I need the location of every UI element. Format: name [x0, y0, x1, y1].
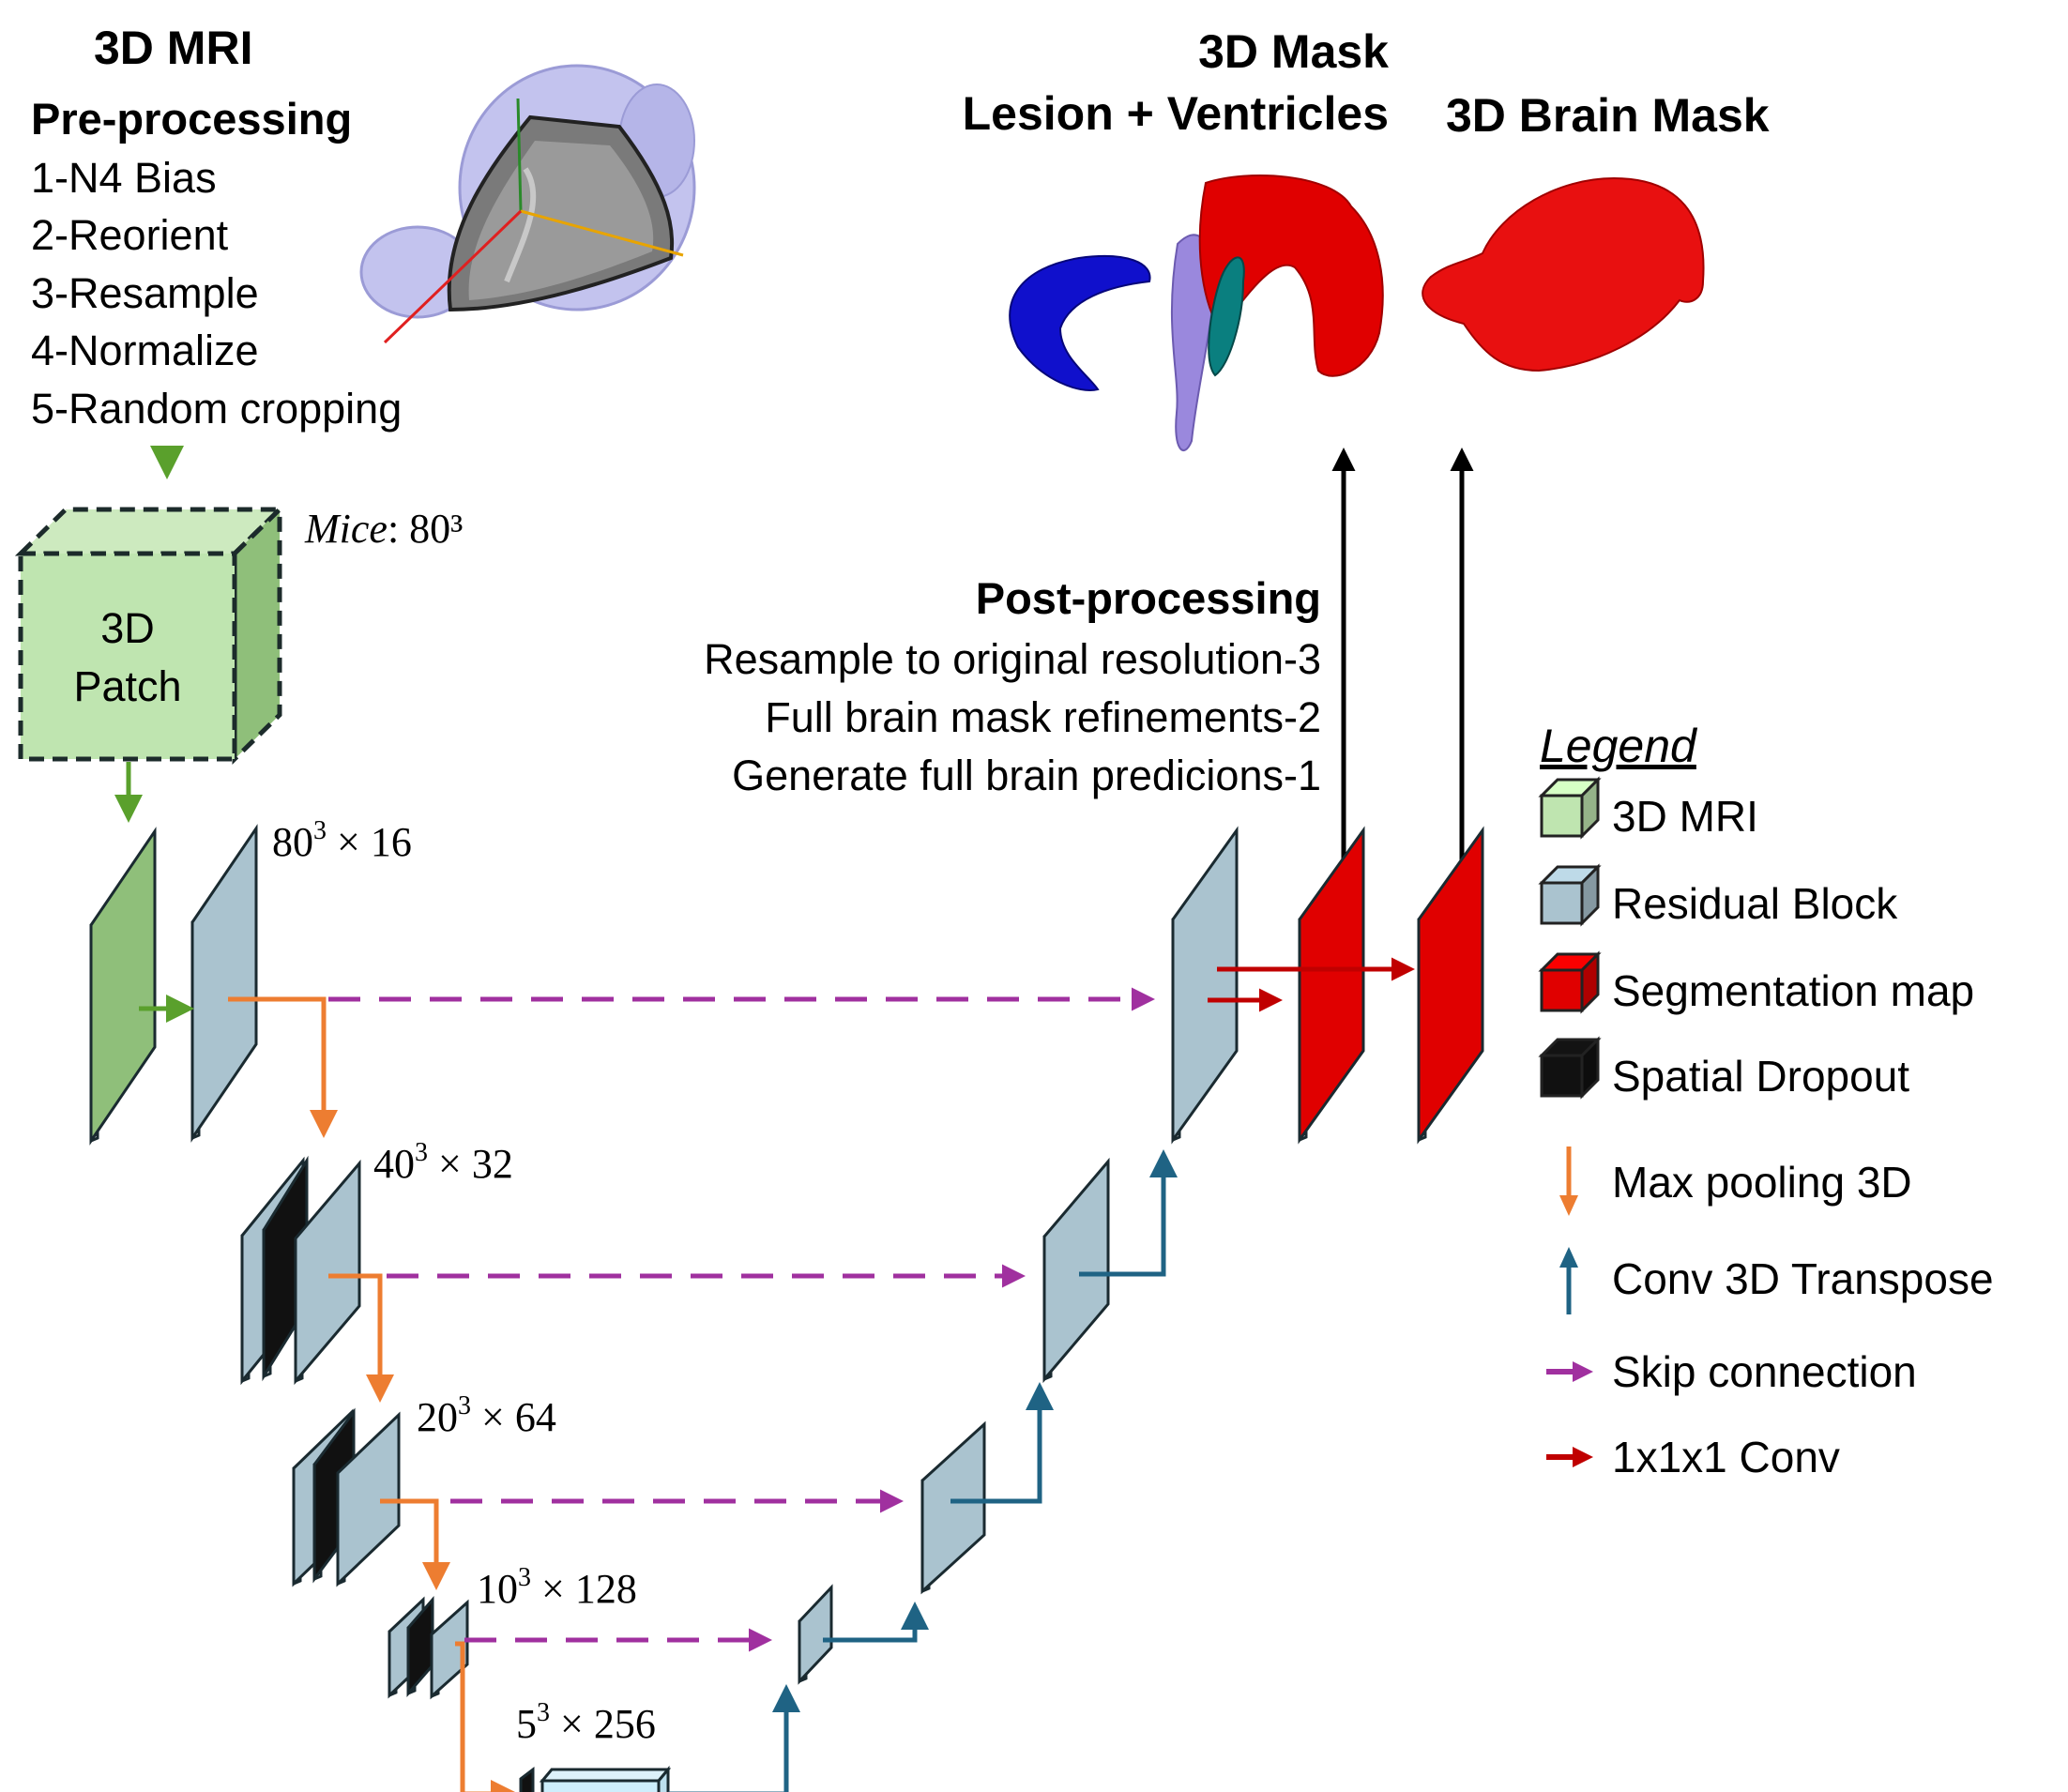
patch-label: 3D [100, 604, 155, 652]
encoder-residual-block [190, 824, 258, 1143]
legend-item: Spatial Dropout [1538, 1036, 1909, 1101]
legend-item-label: Segmentation map [1612, 966, 1974, 1015]
legend-item: Skip connection [1546, 1347, 1917, 1396]
level-dimension-label: 103 × 128 [477, 1563, 637, 1612]
legend-item: Residual Block [1538, 863, 1898, 928]
postprocessing-step: Full brain mask refinements-2 [765, 693, 1321, 741]
legend-cube-icon [1540, 794, 1584, 838]
segmentation-map-block [1298, 826, 1365, 1145]
legend-item-label: 3D MRI [1612, 792, 1758, 841]
decoder-residual-block [798, 1584, 833, 1685]
legend-cube-icon [1540, 1054, 1584, 1098]
level-dimension-label: 53 × 256 [516, 1698, 656, 1747]
legend-item: 3D MRI [1538, 776, 1758, 841]
decoder-residual-block [1042, 1157, 1110, 1384]
legend-item-label: Residual Block [1612, 879, 1898, 928]
brain-mask-title: 3D Brain Mask [1446, 89, 1770, 142]
encoder-residual-block [294, 1159, 361, 1386]
conv-transpose-arrow [950, 1382, 1054, 1504]
preprocessing-step: 5-Random cropping [31, 385, 402, 433]
maxpool-arrow [455, 1641, 519, 1792]
preprocessing-step: 2-Reorient [31, 211, 229, 259]
patch-dimension: Mice: 80³ [304, 506, 463, 552]
conv-transpose-arrow [1079, 1149, 1178, 1277]
level-dimension-label: 803 × 16 [272, 816, 412, 865]
legend-arrow-icon [1559, 1195, 1578, 1216]
decoder-residual-block [1171, 826, 1239, 1145]
encoder-residual-block [336, 1411, 401, 1587]
network-arrows [139, 957, 1415, 1792]
decoder-residual-block [920, 1420, 986, 1595]
maxpool-arrow [380, 1498, 450, 1590]
preprocessing-step: 4-Normalize [31, 327, 259, 374]
legend: Legend 3D MRI Residual Block Segmentation … [1538, 720, 1994, 1481]
lesion-ventricles-render-icon [1009, 175, 1384, 451]
patch-label: Patch [73, 662, 181, 710]
legend-item: Conv 3D Transpose [1559, 1247, 1994, 1314]
level-dimension-label: 403 × 32 [373, 1138, 513, 1187]
legend-item: Max pooling 3D [1559, 1147, 1912, 1216]
legend-title: Legend [1540, 720, 1698, 772]
encoder-residual-block [430, 1599, 469, 1700]
preprocessing-title: 3D MRI [94, 22, 252, 74]
bottleneck-block [519, 1765, 672, 1792]
brain-mri-3d-render-icon [359, 64, 696, 344]
postprocessing-title: Post-processing [976, 573, 1321, 623]
legend-item-label: Conv 3D Transpose [1612, 1254, 1994, 1303]
preprocessing-step: 3-Resample [31, 269, 259, 317]
mask-title: 3D Mask [1198, 25, 1389, 78]
level-labels: 803 × 16 403 × 32 203 × 64 103 × 128 53 … [272, 816, 656, 1747]
preprocessing-subtitle: Pre-processing [31, 94, 352, 144]
maxpool-arrow [328, 1273, 394, 1403]
brain-mask-render-icon [1422, 176, 1705, 372]
postprocessing-step: Generate full brain predicions-1 [732, 752, 1321, 799]
maxpool-arrow [228, 996, 338, 1138]
legend-item: 1x1x1 Conv [1546, 1433, 1840, 1481]
level-dimension-label: 203 × 64 [417, 1391, 556, 1440]
legend-item-label: 1x1x1 Conv [1612, 1433, 1840, 1481]
legend-arrow-icon [1573, 1361, 1593, 1382]
legend-cube-icon [1540, 881, 1584, 925]
network-blocks [89, 824, 1484, 1792]
conv-transpose-arrow [668, 1684, 800, 1792]
legend-arrow-icon [1559, 1247, 1578, 1268]
legend-item-label: Max pooling 3D [1612, 1158, 1912, 1207]
preprocessing-section: 3D MRI Pre-processing 1-N4 Bias 2-Reorie… [31, 22, 402, 433]
legend-item-label: Skip connection [1612, 1347, 1917, 1396]
3d-patch-cube: 3D Patch [14, 504, 286, 765]
postprocessing-step: Resample to original resolution-3 [704, 635, 1321, 683]
mri-input-block [89, 827, 157, 1146]
legend-arrow-icon [1573, 1447, 1593, 1467]
segmentation-map-block [1417, 826, 1484, 1145]
mask-title: Lesion + Ventricles [963, 87, 1389, 140]
legend-item: Segmentation map [1538, 950, 1974, 1015]
legend-item-label: Spatial Dropout [1612, 1052, 1909, 1101]
preprocessing-step: 1-N4 Bias [31, 154, 217, 202]
conv-transpose-arrow [823, 1602, 929, 1643]
legend-cube-icon [1540, 968, 1584, 1012]
